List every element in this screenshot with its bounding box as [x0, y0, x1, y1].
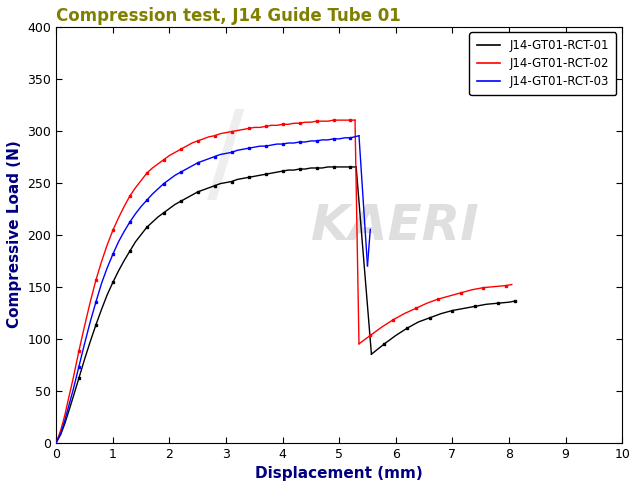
- J14-GT01-RCT-02: [351, 117, 359, 123]
- J14-GT01-RCT-03: [318, 137, 326, 143]
- J14-GT01-RCT-03: [120, 228, 128, 234]
- J14-GT01-RCT-02: [81, 323, 89, 329]
- J14-GT01-RCT-02: [318, 118, 326, 124]
- J14-GT01-RCT-02: [347, 117, 354, 123]
- Line: J14-GT01-RCT-02: J14-GT01-RCT-02: [56, 120, 355, 443]
- J14-GT01-RCT-01: [347, 164, 354, 170]
- Y-axis label: Compressive Load (N): Compressive Load (N): [7, 141, 22, 328]
- Line: J14-GT01-RCT-03: J14-GT01-RCT-03: [56, 136, 359, 443]
- J14-GT01-RCT-03: [347, 135, 354, 141]
- J14-GT01-RCT-02: [52, 440, 60, 446]
- Text: Compression test, J14 Guide Tube 01: Compression test, J14 Guide Tube 01: [56, 7, 401, 25]
- Text: KAERI: KAERI: [311, 202, 480, 250]
- Line: J14-GT01-RCT-01: J14-GT01-RCT-01: [56, 167, 356, 443]
- J14-GT01-RCT-01: [318, 165, 326, 171]
- J14-GT01-RCT-01: [52, 440, 60, 446]
- J14-GT01-RCT-02: [103, 242, 111, 248]
- J14-GT01-RCT-01: [160, 210, 168, 216]
- Text: /: /: [207, 106, 245, 213]
- J14-GT01-RCT-03: [81, 341, 89, 347]
- J14-GT01-RCT-01: [120, 258, 128, 264]
- J14-GT01-RCT-03: [160, 181, 168, 186]
- J14-GT01-RCT-01: [324, 164, 332, 170]
- J14-GT01-RCT-02: [160, 157, 168, 163]
- J14-GT01-RCT-02: [330, 117, 338, 123]
- J14-GT01-RCT-01: [81, 356, 89, 362]
- J14-GT01-RCT-03: [52, 440, 60, 446]
- Legend: J14-GT01-RCT-01, J14-GT01-RCT-02, J14-GT01-RCT-03: J14-GT01-RCT-01, J14-GT01-RCT-02, J14-GT…: [469, 32, 616, 95]
- J14-GT01-RCT-03: [355, 133, 363, 139]
- J14-GT01-RCT-03: [103, 265, 111, 271]
- X-axis label: Displacement (mm): Displacement (mm): [255, 466, 423, 481]
- J14-GT01-RCT-02: [120, 203, 128, 209]
- J14-GT01-RCT-01: [103, 292, 111, 298]
- J14-GT01-RCT-01: [352, 164, 360, 170]
